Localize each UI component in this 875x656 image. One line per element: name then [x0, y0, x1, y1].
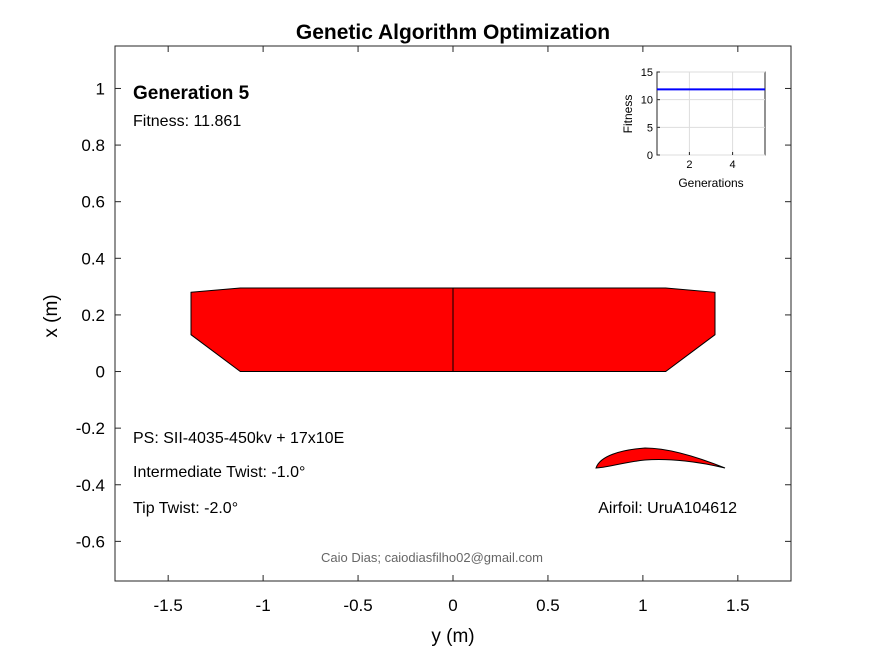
y-tick-label: 0.8 — [81, 136, 105, 155]
inset-axes-box — [656, 71, 766, 156]
x-tick-label: 1 — [638, 596, 647, 615]
ps-label: PS: SII-4035-450kv + 17x10E — [133, 430, 344, 447]
inset-x-tick-label: 2 — [686, 159, 692, 171]
y-tick-label: 1 — [96, 79, 105, 98]
x-tick-label: -1.5 — [154, 596, 183, 615]
x-tick-label: -1 — [256, 596, 271, 615]
inset-y-tick-label: 5 — [647, 122, 653, 134]
y-tick-label: -0.6 — [76, 532, 105, 551]
x-tick-label: -0.5 — [343, 596, 372, 615]
inset-y-label: Fitness — [621, 95, 635, 134]
y-tick-label: 0 — [96, 363, 105, 382]
y-tick-label: -0.2 — [76, 419, 105, 438]
x-tick-label: 0.5 — [536, 596, 560, 615]
airfoil-shape — [595, 447, 726, 469]
x-ticks: -1.5 -1 -0.5 0 0.5 1 1.5 — [154, 46, 750, 615]
y-axis-label: x (m) — [41, 294, 62, 337]
chart-title: Genetic Algorithm Optimization — [296, 21, 610, 44]
intermediate-twist-label: Intermediate Twist: -1.0° — [133, 464, 305, 481]
inset-x-tick-label: 4 — [730, 159, 736, 171]
y-ticks: 1 0.8 0.6 0.4 0.2 0 -0.2 -0.4 -0.6 — [76, 79, 791, 551]
credit-text: Caio Dias; caiodiasfilho02@gmail.com — [321, 550, 543, 565]
inset-grid — [657, 71, 765, 156]
y-tick-label: 0.6 — [81, 193, 105, 212]
y-tick-label: -0.4 — [76, 476, 105, 495]
x-tick-label: 0 — [448, 596, 457, 615]
inset-y-tick-label: 10 — [641, 95, 653, 107]
inset-y-tick-label: 0 — [647, 150, 653, 162]
x-tick-label: 1.5 — [726, 596, 750, 615]
inset-x-label: Generations — [678, 176, 743, 190]
tip-twist-label: Tip Twist: -2.0° — [133, 500, 238, 517]
y-tick-label: 0.2 — [81, 306, 105, 325]
airfoil-label: Airfoil: UruA104612 — [598, 500, 737, 517]
y-tick-label: 0.4 — [81, 249, 105, 268]
generation-label: Generation 5 — [133, 83, 250, 104]
fitness-label: Fitness: 11.861 — [133, 113, 241, 130]
inset-y-ticks: 0 5 10 15 — [641, 67, 660, 162]
x-axis-label: y (m) — [431, 626, 474, 647]
inset-y-tick-label: 15 — [641, 67, 653, 79]
